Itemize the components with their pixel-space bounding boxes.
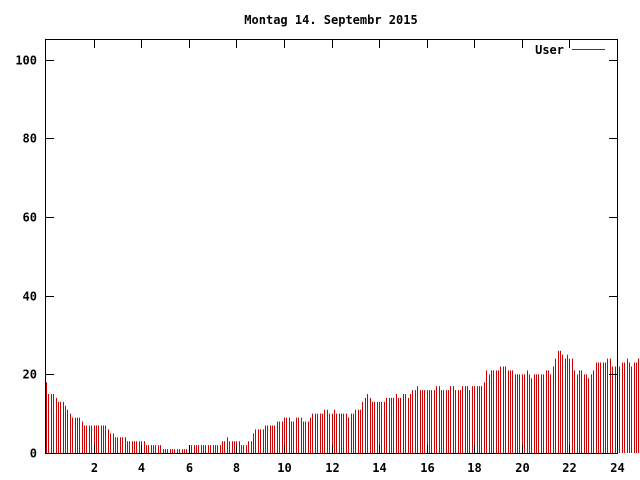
y-tick-label: 100 <box>15 54 37 68</box>
x-tick-label: 18 <box>467 461 481 475</box>
x-tick-label: 24 <box>610 461 624 475</box>
x-axis: 2 4 6 8 10 12 14 16 18 20 22 24 <box>91 40 625 475</box>
legend-label: User <box>535 43 564 57</box>
y-tick-label: 80 <box>23 132 37 146</box>
x-tick-label: 20 <box>515 461 529 475</box>
x-tick-label: 16 <box>420 461 434 475</box>
y-tick-label: 60 <box>23 211 37 225</box>
bars <box>46 350 639 453</box>
x-tick-label: 4 <box>138 461 145 475</box>
x-tick-label: 6 <box>186 461 193 475</box>
chart-title: Montag 14. Septembr 2015 <box>244 13 417 27</box>
y-tick-label: 40 <box>23 290 37 304</box>
y-tick-label: 0 <box>30 447 37 461</box>
x-tick-label: 8 <box>233 461 240 475</box>
x-tick-label: 2 <box>91 461 98 475</box>
x-tick-label: 12 <box>325 461 339 475</box>
plot-frame <box>45 39 618 454</box>
y-axis: 0 20 40 60 80 100 <box>15 54 617 461</box>
x-tick-label: 14 <box>372 461 386 475</box>
x-tick-label: 22 <box>562 461 576 475</box>
legend: User <box>535 43 605 57</box>
x-tick-label: 10 <box>277 461 291 475</box>
y-tick-label: 20 <box>23 368 37 382</box>
